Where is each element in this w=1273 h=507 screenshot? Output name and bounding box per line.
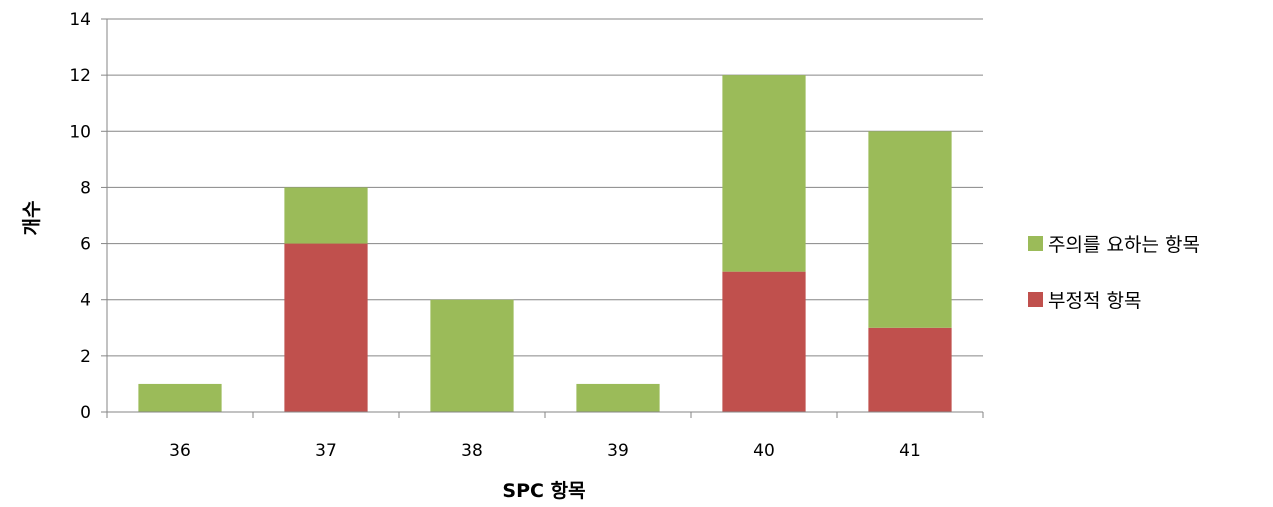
legend-label: 주의를 요하는 항목 [1048,234,1200,256]
y-tick-label: 0 [80,403,91,423]
bar-segment-caution [138,383,222,412]
legend-label: 부정적 항목 [1048,290,1141,312]
y-tick-label: 12 [69,66,91,86]
bar-segment-caution [430,299,514,412]
y-tick-label: 6 [80,235,91,255]
x-tick-label: 37 [315,441,337,461]
bar-segment-negative [868,327,952,412]
axes [101,18,984,418]
x-tick-labels: 36 37 38 39 40 41 [169,441,921,461]
x-tick-label: 38 [461,441,483,461]
y-tick-label: 8 [80,178,91,198]
y-tick-label: 10 [69,122,91,142]
bar-segment-caution [868,131,952,328]
bar-segment-negative [722,271,806,412]
x-tick-label: 39 [607,441,629,461]
x-axis-title: SPC 항목 [502,480,585,502]
y-tick-labels: 0 2 4 6 8 10 12 14 [69,10,91,423]
x-tick-label: 41 [899,441,921,461]
y-axis-title: 개수 [21,201,43,236]
x-tick-label: 36 [169,441,191,461]
bar-segment-negative [284,243,368,412]
bar-segment-caution [722,75,806,272]
legend-swatch [1028,292,1043,307]
y-tick-label: 4 [80,291,91,311]
y-tick-label: 14 [69,10,91,30]
legend-swatch [1028,236,1043,251]
x-tick-label: 40 [753,441,775,461]
bars [138,75,952,412]
bar-segment-caution [576,383,660,412]
gridlines [107,18,983,357]
bar-segment-caution [284,187,368,244]
y-tick-label: 2 [80,347,91,367]
